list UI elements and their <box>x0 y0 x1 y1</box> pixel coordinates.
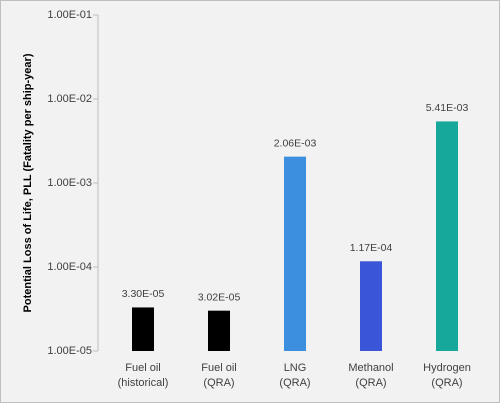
bar <box>360 261 382 351</box>
x-tick-label: Fuel oil <box>125 362 160 374</box>
x-tick-label: (QRA) <box>279 377 310 389</box>
y-tick-label: 1.00E-04 <box>47 261 92 273</box>
x-tick-label: (historical) <box>118 377 169 389</box>
y-tick-label: 1.00E-01 <box>47 9 92 21</box>
y-tick-label: 1.00E-05 <box>47 345 92 357</box>
x-tick-label: Hydrogen <box>423 362 471 374</box>
y-tick-label: 1.00E-03 <box>47 177 92 189</box>
x-tick-label: (QRA) <box>431 377 462 389</box>
value-label: 5.41E-03 <box>426 102 469 114</box>
bar <box>132 307 154 351</box>
value-label: 3.30E-05 <box>122 288 165 300</box>
x-tick-label: Fuel oil <box>201 362 236 374</box>
value-label: 2.06E-03 <box>274 137 317 149</box>
value-label: 1.17E-04 <box>350 242 393 254</box>
x-tick-label: Methanol <box>348 362 393 374</box>
x-tick-label: (QRA) <box>355 377 386 389</box>
bar <box>208 310 230 351</box>
bar <box>284 156 306 351</box>
x-tick-label: LNG <box>284 362 307 374</box>
y-tick-label: 1.00E-02 <box>47 93 92 105</box>
y-axis-label: Potential Loss of Life, PLL (Fatality pe… <box>22 53 34 312</box>
x-tick-label: (QRA) <box>203 377 234 389</box>
bar <box>436 121 458 351</box>
value-label: 3.02E-05 <box>198 291 241 303</box>
